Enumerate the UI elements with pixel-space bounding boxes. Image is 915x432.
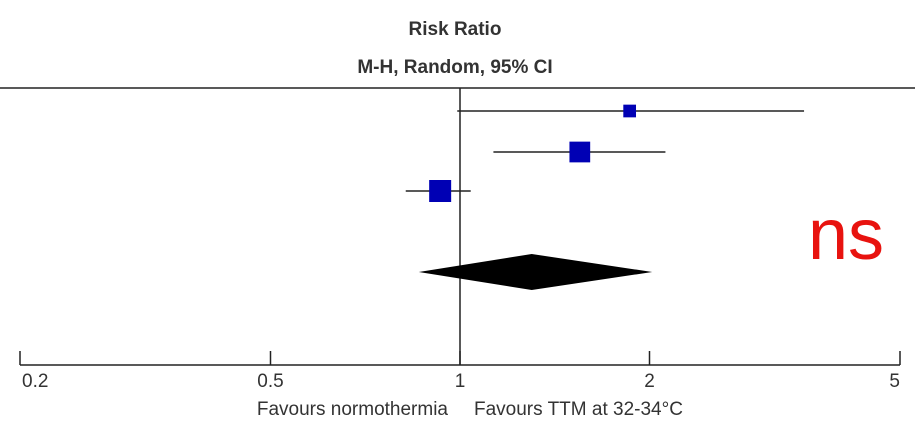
study-estimate <box>429 180 452 202</box>
x-tick-label: 0.2 <box>22 371 48 392</box>
x-tick-label: 0.5 <box>257 371 283 392</box>
annotation: ns <box>808 195 884 275</box>
chart-subtitle: M-H, Random, 95% CI <box>357 57 552 78</box>
study-estimate <box>569 141 591 163</box>
x-tick-label: 5 <box>889 371 900 392</box>
pooled-diamond <box>418 254 653 290</box>
x-tick-label: 1 <box>455 371 466 392</box>
chart-title: Risk Ratio <box>409 19 502 40</box>
x-tick-label: 2 <box>644 371 655 392</box>
right-label: Favours TTM at 32-34°C <box>474 399 683 420</box>
study-estimate <box>623 104 637 118</box>
left-label: Favours normothermia <box>257 399 449 420</box>
